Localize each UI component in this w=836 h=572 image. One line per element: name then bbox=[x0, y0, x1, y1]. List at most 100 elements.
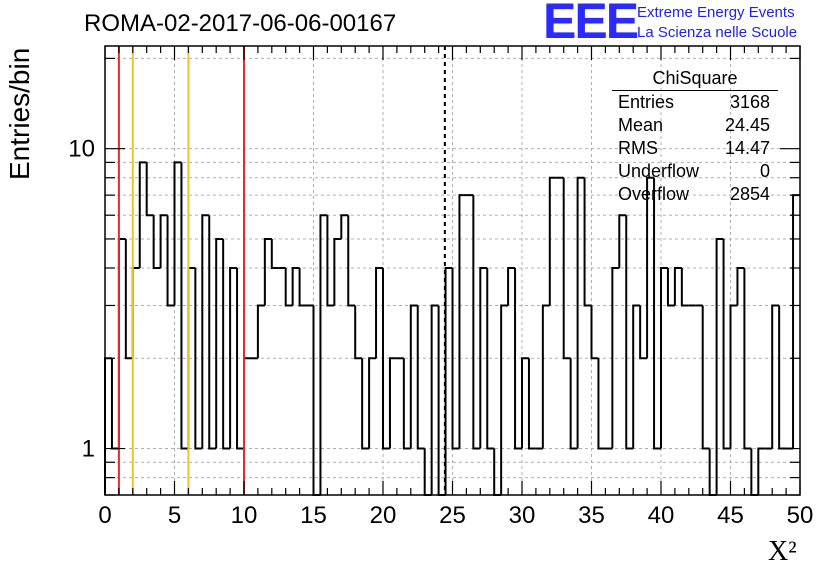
histogram-bars bbox=[104, 161, 800, 496]
histogram-bin bbox=[284, 268, 293, 307]
stats-box: ChiSquare Entries 3168 Mean 24.45 RMS 14.47… bbox=[612, 66, 778, 206]
stats-value: 14.47 bbox=[724, 138, 770, 158]
histogram-bin bbox=[541, 304, 550, 449]
histogram-bin bbox=[708, 448, 717, 496]
histogram-bin bbox=[243, 357, 251, 449]
x-tick-label: 45 bbox=[717, 502, 744, 529]
histogram-bin bbox=[715, 237, 724, 495]
x-tick-label: 15 bbox=[300, 502, 327, 529]
histogram-bin bbox=[632, 304, 641, 449]
histogram-bin bbox=[653, 177, 661, 450]
histogram-bin bbox=[666, 268, 675, 307]
histogram-bin bbox=[701, 305, 710, 450]
histogram-bin bbox=[458, 194, 467, 449]
histogram-bin bbox=[444, 267, 453, 495]
y-tick-label: 1 bbox=[82, 436, 95, 463]
axis-ticks bbox=[104, 46, 801, 496]
histogram-bin bbox=[347, 215, 356, 307]
histogram-bin bbox=[500, 304, 509, 495]
histogram-bin bbox=[618, 214, 627, 269]
histogram-bin bbox=[430, 304, 439, 495]
histogram-bin bbox=[736, 267, 745, 306]
histogram-bin bbox=[319, 214, 328, 495]
stats-value: 3168 bbox=[729, 92, 770, 112]
histogram-bin bbox=[208, 215, 217, 450]
histogram-bin bbox=[104, 357, 112, 495]
histogram-bin bbox=[583, 177, 592, 307]
histogram-bin bbox=[291, 267, 300, 306]
histogram-bin bbox=[562, 177, 571, 360]
x-tick-label: 10 bbox=[231, 502, 258, 529]
histogram-bin bbox=[361, 358, 370, 450]
histogram-bin bbox=[729, 304, 738, 449]
histogram-bin bbox=[597, 358, 606, 450]
histogram-bin bbox=[527, 358, 536, 450]
histogram-bin bbox=[507, 267, 516, 306]
histogram-bin bbox=[201, 214, 210, 449]
histogram-bin bbox=[722, 238, 731, 450]
x-tick-label: 5 bbox=[168, 502, 181, 529]
stats-row-overflow: Overflow 2854 bbox=[612, 183, 778, 206]
histogram-bin bbox=[131, 267, 140, 359]
histogram-bin bbox=[673, 267, 682, 306]
histogram-bin bbox=[548, 176, 557, 306]
histogram-bin bbox=[368, 357, 377, 449]
histogram-bin bbox=[611, 267, 620, 449]
histogram-bin bbox=[152, 215, 161, 270]
histogram-bin bbox=[569, 358, 578, 450]
histogram-bin bbox=[771, 304, 780, 449]
grid-lines bbox=[105, 46, 800, 496]
histogram-bin bbox=[778, 305, 787, 450]
x-tick-label: 30 bbox=[509, 502, 536, 529]
histogram-bin bbox=[270, 238, 279, 270]
histogram-bin bbox=[416, 305, 425, 450]
stats-label: Entries bbox=[618, 92, 675, 112]
histogram-bin bbox=[229, 267, 238, 449]
stats-label: Mean bbox=[618, 115, 664, 135]
histogram-bin bbox=[590, 305, 599, 360]
histogram-bin bbox=[215, 237, 224, 449]
histogram-bin bbox=[382, 268, 390, 450]
x-tick-label: 50 bbox=[787, 502, 814, 529]
histogram-bin bbox=[423, 448, 432, 496]
x-tick-label: 20 bbox=[370, 502, 397, 529]
histogram-bin bbox=[354, 305, 363, 360]
stats-value: 2854 bbox=[729, 184, 770, 204]
stats-label: RMS bbox=[618, 138, 658, 158]
histogram-bin bbox=[263, 237, 272, 306]
histogram-bin bbox=[312, 305, 321, 496]
stats-value: 0 bbox=[759, 161, 770, 181]
histogram-bin bbox=[326, 215, 335, 307]
stats-row-mean: Mean 24.45 bbox=[612, 114, 778, 137]
histogram-bin bbox=[743, 268, 752, 450]
chart-title: ROMA-02-2017-06-06-00167 bbox=[84, 10, 397, 37]
histogram-bin bbox=[402, 358, 411, 450]
x-tick-label: 0 bbox=[98, 502, 111, 529]
histogram-bin bbox=[159, 214, 168, 269]
histogram-bin bbox=[117, 237, 126, 449]
histogram-bin bbox=[521, 357, 529, 449]
x-tick-label: 25 bbox=[439, 502, 466, 529]
histogram-bin bbox=[750, 448, 759, 496]
logo-tagline-1: Extreme Energy Events bbox=[637, 4, 795, 21]
stats-row-rms: RMS 14.47 bbox=[612, 137, 778, 160]
stats-row-entries: Entries 3168 bbox=[612, 91, 778, 114]
logo-tagline-2: La Scienza nelle Scuole bbox=[637, 24, 798, 41]
histogram-bin bbox=[256, 304, 265, 359]
histogram-bin bbox=[472, 195, 481, 450]
histogram-bin bbox=[479, 267, 488, 449]
histogram-bin bbox=[138, 161, 147, 269]
reference-lines bbox=[117, 46, 446, 495]
histogram-bin bbox=[166, 215, 175, 307]
histogram-bin bbox=[222, 238, 231, 450]
histogram-bin bbox=[375, 267, 383, 359]
y-tick-label: 10 bbox=[68, 136, 95, 163]
histogram-bin bbox=[236, 268, 244, 450]
histogram-bin bbox=[333, 237, 342, 306]
tick-labels: 0 5 10 15 20 25 30 35 40 45 50 1 10 bbox=[68, 136, 813, 529]
histogram-bin bbox=[757, 447, 766, 495]
histogram-bin bbox=[110, 358, 119, 450]
histogram-bin bbox=[451, 268, 460, 450]
histogram-bin bbox=[340, 214, 349, 239]
